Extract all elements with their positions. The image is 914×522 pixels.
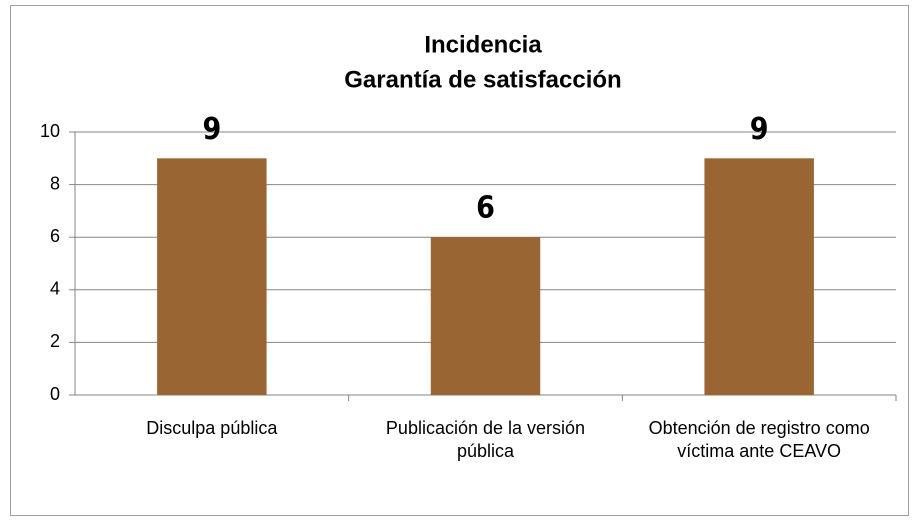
y-tick-label: 4 bbox=[50, 279, 60, 299]
y-tick-label: 0 bbox=[50, 384, 60, 404]
y-tick-label: 2 bbox=[50, 331, 60, 351]
chart-title: Incidencia bbox=[424, 31, 542, 58]
bar bbox=[704, 158, 814, 395]
data-label: 9 bbox=[202, 112, 221, 147]
y-tick-label: 6 bbox=[50, 226, 60, 246]
data-label: 6 bbox=[476, 191, 495, 226]
bar bbox=[157, 158, 267, 395]
x-tick-label: Publicación de la versión pública bbox=[385, 418, 586, 461]
chart-title: Garantía de satisfacción bbox=[344, 66, 621, 93]
data-label: 9 bbox=[750, 112, 769, 147]
y-tick-label: 8 bbox=[50, 173, 60, 193]
y-tick-label: 10 bbox=[40, 121, 60, 141]
bar bbox=[430, 237, 541, 395]
x-tick-label: Obtención de registro como víctima ante … bbox=[648, 418, 870, 461]
x-tick-label: Disculpa pública bbox=[146, 418, 278, 438]
